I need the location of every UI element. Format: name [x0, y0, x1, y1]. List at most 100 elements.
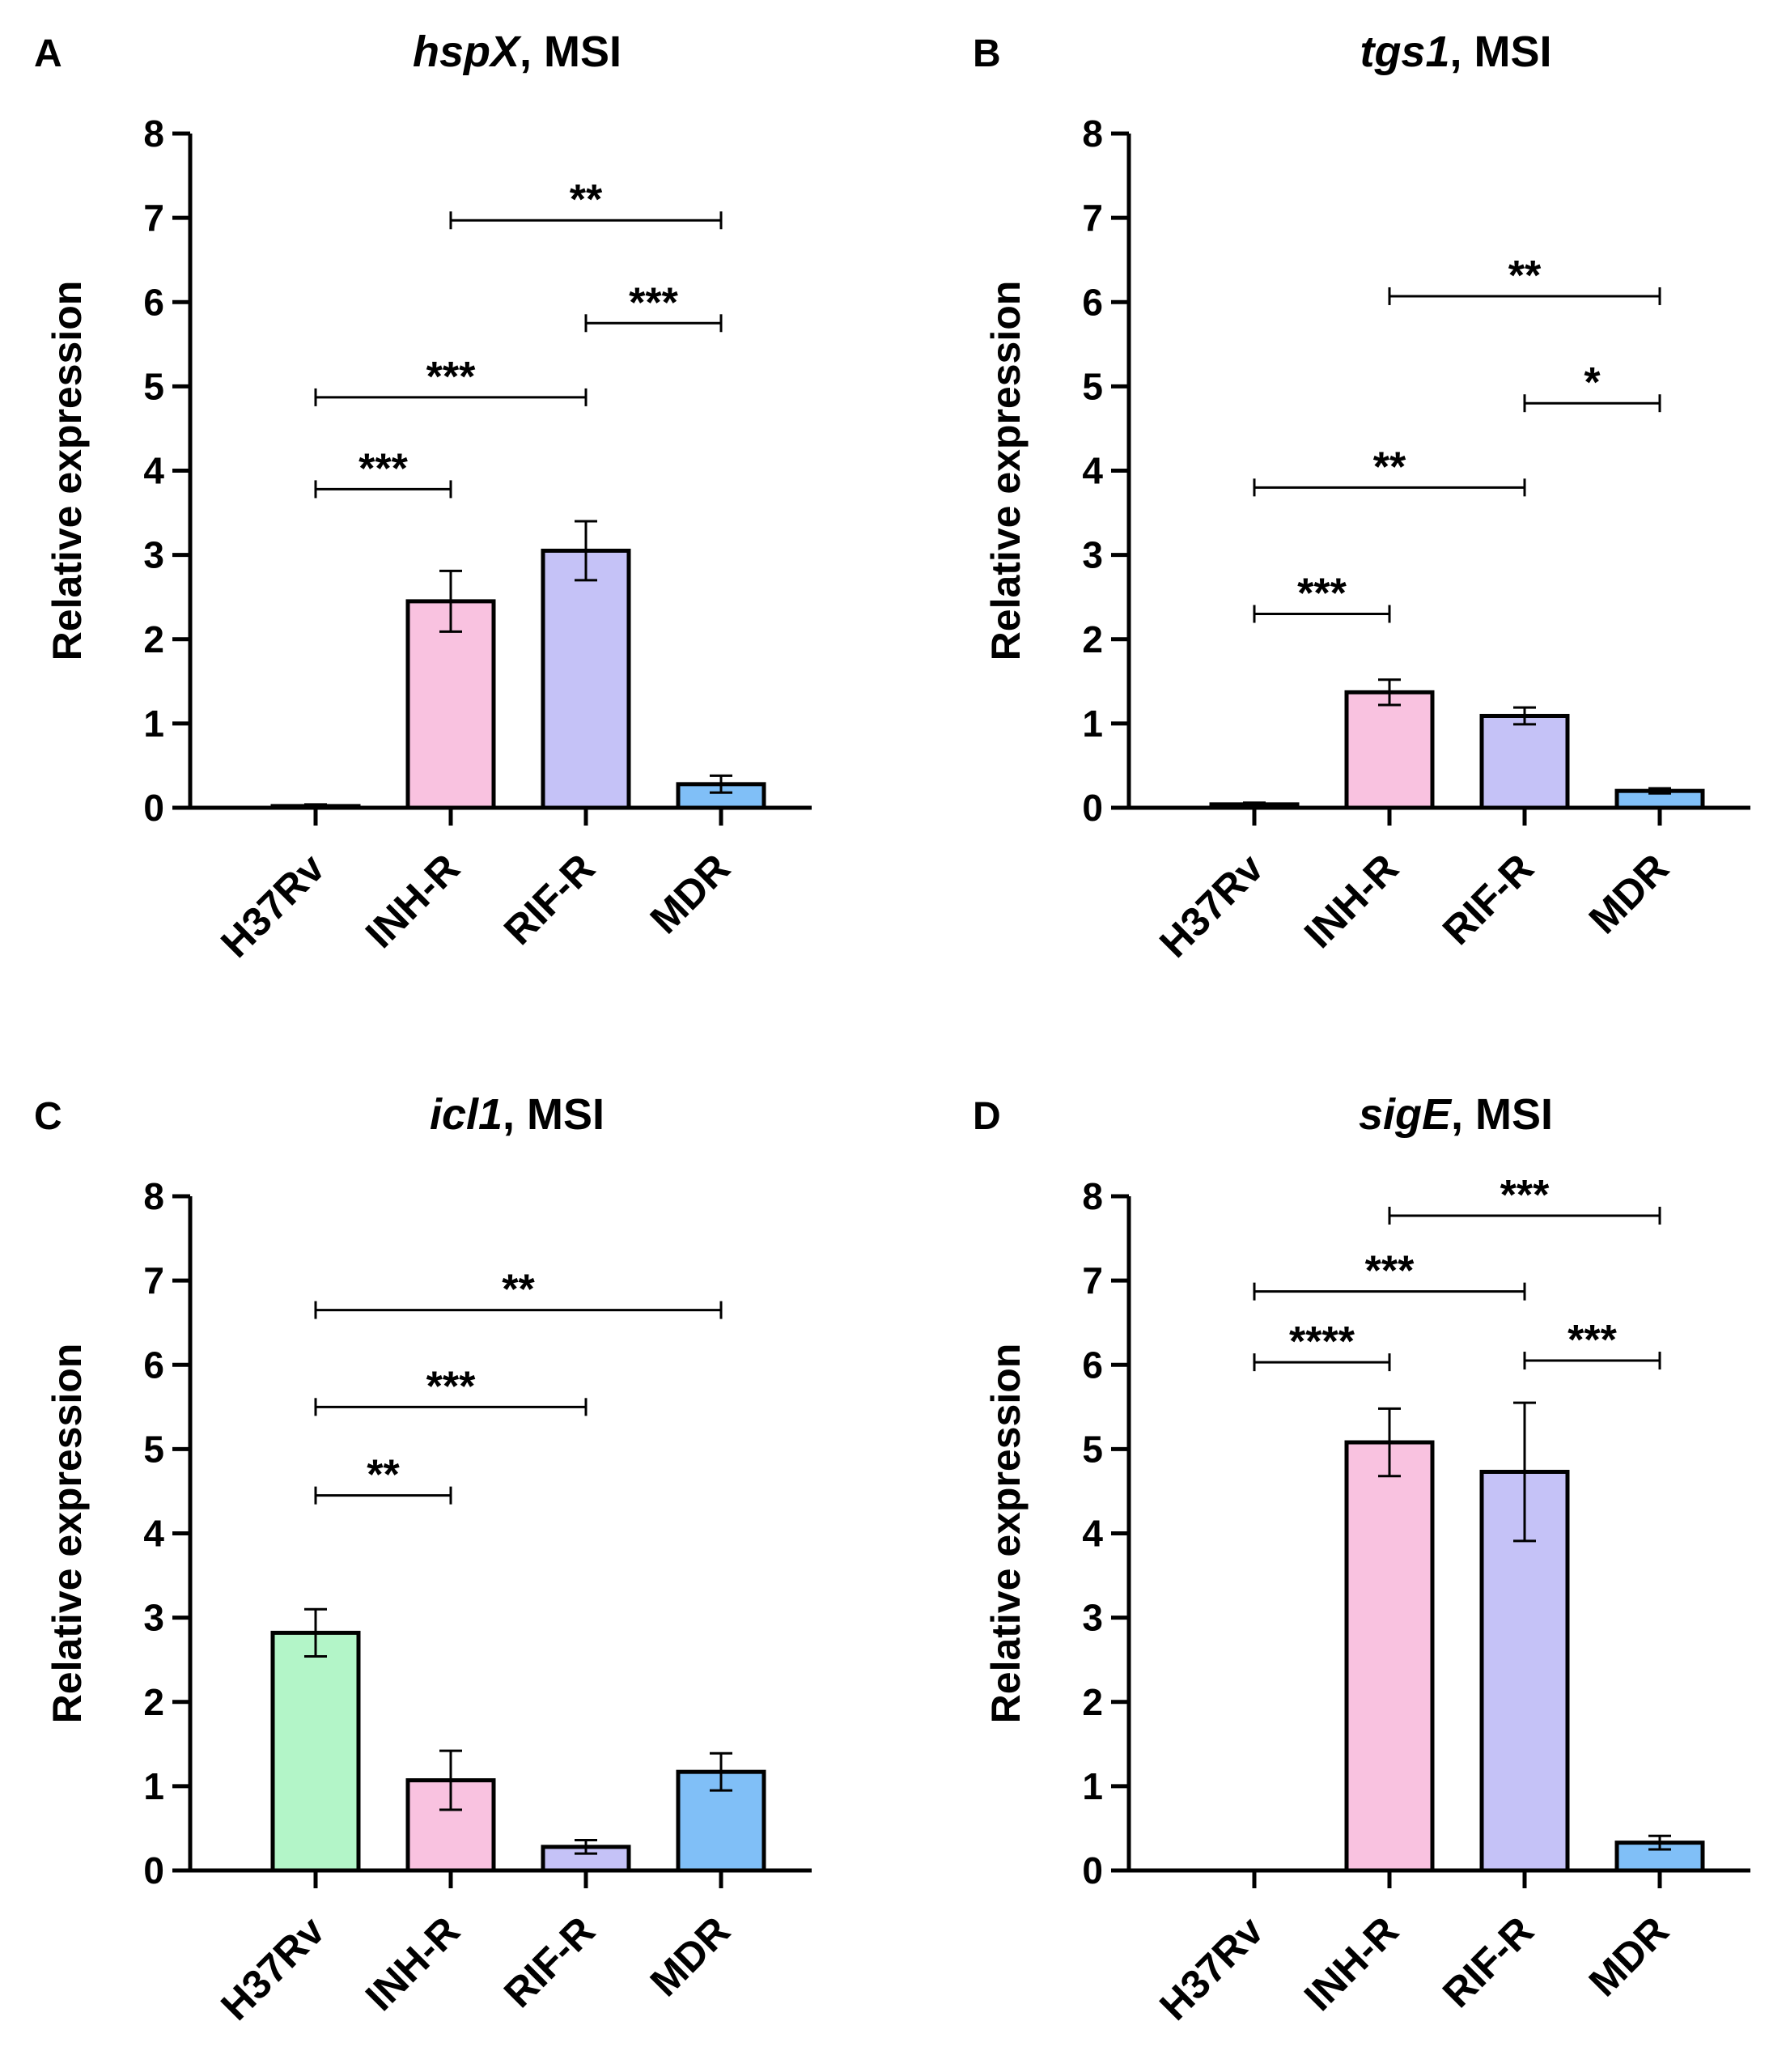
- error-bar-RIF-R: [575, 1839, 597, 1855]
- significance-label: **: [1508, 253, 1542, 299]
- significance-bracket: [314, 480, 452, 499]
- significance-label: ***: [1567, 1317, 1617, 1364]
- significance-label: ***: [1365, 1248, 1415, 1295]
- y-tick-label: 0: [143, 787, 164, 829]
- title-gene: icl1: [430, 1090, 503, 1139]
- y-tick-label: 0: [1082, 787, 1103, 829]
- significance-bracket: [1523, 394, 1661, 413]
- y-tick-label: 3: [143, 1597, 164, 1639]
- significance-label: ****: [1289, 1318, 1355, 1365]
- significance-bracket: [1253, 605, 1391, 623]
- error-bar-RIF-R: [1513, 1401, 1536, 1543]
- title-gene: tgs1: [1360, 28, 1449, 76]
- error-bar-MDR: [1648, 787, 1671, 795]
- error-bar-INH-R: [439, 1749, 462, 1811]
- significance-bracket: [449, 211, 723, 230]
- bar-INH-R: [1344, 1440, 1435, 1873]
- panel-letter: A: [34, 32, 62, 75]
- y-tick-label: 4: [143, 450, 164, 492]
- significance-bracket: [1388, 1206, 1661, 1225]
- y-tick-label: 2: [143, 1681, 164, 1723]
- y-tick-label: 5: [143, 1428, 164, 1470]
- x-tick-label: INH-R: [1296, 1908, 1407, 2019]
- significance-bracket: [1253, 478, 1526, 497]
- significance-bracket: [1523, 1352, 1661, 1370]
- significance-bracket: [314, 1486, 452, 1505]
- y-axis-label: Relative expression: [45, 1344, 90, 1724]
- y-tick-label: 8: [1082, 113, 1103, 155]
- panel-letter: B: [973, 32, 1001, 75]
- y-tick-label: 5: [1082, 1428, 1103, 1470]
- error-bar-RIF-R: [575, 520, 597, 582]
- significance-bracket: [314, 1398, 588, 1416]
- x-tick-label: RIF-R: [1434, 1908, 1542, 2016]
- title-gene: hspX: [413, 28, 522, 76]
- y-tick-label: 7: [143, 197, 164, 239]
- y-tick-label: 6: [1082, 1344, 1103, 1386]
- significance-label: **: [570, 176, 603, 223]
- significance-bracket: [1388, 287, 1661, 305]
- significance-bracket: [584, 314, 723, 333]
- y-tick-label: 6: [1082, 281, 1103, 323]
- x-tick-label: INH-R: [357, 1908, 469, 2019]
- x-tick-label: RIF-R: [1434, 845, 1542, 953]
- error-bar-MDR: [1648, 1834, 1671, 1851]
- error-bar-INH-R: [439, 569, 462, 633]
- y-tick-label: 5: [1082, 365, 1103, 407]
- y-tick-label: 7: [143, 1259, 164, 1301]
- x-tick-label: H37Rv: [212, 1908, 333, 2029]
- y-tick-label: 0: [1082, 1849, 1103, 1892]
- significance-label: **: [502, 1267, 535, 1314]
- y-tick-label: 3: [143, 534, 164, 576]
- title-gene: sigE: [1359, 1090, 1453, 1139]
- error-bar-INH-R: [1378, 1407, 1401, 1478]
- title-rest: , MSI: [1451, 1090, 1553, 1139]
- chart-title: sigE, MSI: [1359, 1090, 1553, 1139]
- y-tick-label: 8: [143, 1175, 164, 1217]
- significance-label: ***: [629, 279, 678, 326]
- y-tick-label: 5: [143, 365, 164, 407]
- x-tick-label: RIF-R: [495, 1908, 604, 2016]
- y-tick-label: 2: [1082, 618, 1103, 660]
- y-axis-label: Relative expression: [45, 281, 90, 661]
- significance-label: ***: [426, 1363, 476, 1410]
- x-tick-label: INH-R: [357, 845, 469, 957]
- error-bar-H37Rv: [304, 1607, 327, 1658]
- y-tick-label: 6: [143, 1344, 164, 1386]
- y-tick-label: 8: [1082, 1175, 1103, 1217]
- x-tick-label: H37Rv: [1151, 845, 1272, 966]
- panel-letter: C: [34, 1095, 62, 1138]
- error-bar-MDR: [710, 1751, 732, 1792]
- significance-label: **: [367, 1452, 400, 1499]
- title-rest: , MSI: [520, 28, 621, 76]
- bar-RIF-R: [541, 548, 631, 810]
- x-tick-label: MDR: [1580, 1908, 1678, 2005]
- y-tick-label: 3: [1082, 534, 1103, 576]
- significance-label: *: [1584, 359, 1601, 406]
- x-tick-label: MDR: [642, 1908, 739, 2005]
- y-tick-label: 3: [1082, 1597, 1103, 1639]
- significance-label: ***: [426, 354, 476, 401]
- significance-label: ***: [1297, 571, 1347, 618]
- chart-title: tgs1, MSI: [1360, 28, 1551, 76]
- chart-title: hspX, MSI: [413, 28, 621, 76]
- significance-bracket: [1253, 1353, 1391, 1372]
- y-tick-label: 1: [143, 1765, 164, 1807]
- y-axis-label: Relative expression: [983, 281, 1029, 661]
- y-tick-label: 6: [143, 281, 164, 323]
- x-tick-label: RIF-R: [495, 845, 604, 953]
- significance-label: ***: [1500, 1172, 1550, 1219]
- chart-title: icl1, MSI: [430, 1090, 605, 1139]
- y-tick-label: 4: [1082, 450, 1103, 492]
- significance-bracket: [314, 388, 588, 406]
- x-tick-label: MDR: [1580, 845, 1678, 942]
- x-tick-label: INH-R: [1296, 845, 1407, 957]
- y-tick-label: 1: [143, 703, 164, 745]
- significance-label: ***: [358, 445, 408, 492]
- error-bar-RIF-R: [1513, 706, 1536, 726]
- bar-H37Rv: [270, 1630, 361, 1873]
- bar-RIF-R: [1479, 714, 1570, 810]
